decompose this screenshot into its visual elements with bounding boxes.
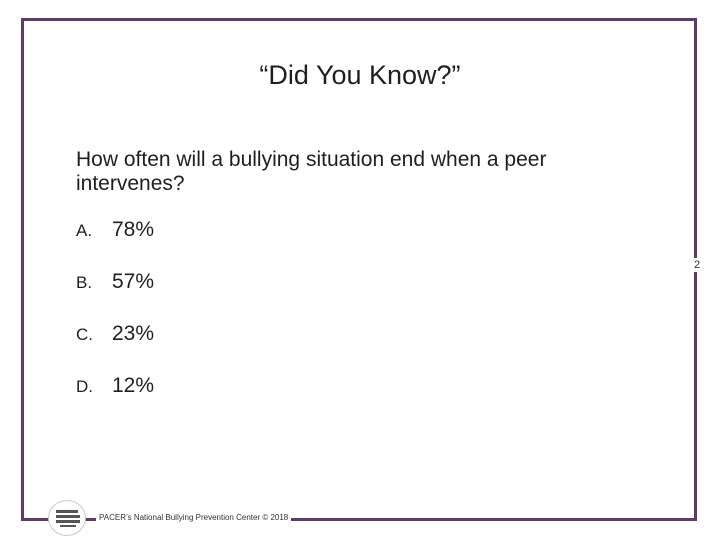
option-letter: D. — [76, 377, 93, 396]
option-letter: C. — [76, 325, 93, 344]
pacer-logo-icon — [48, 500, 86, 536]
option-text: 12% — [112, 374, 155, 397]
option-text: 57% — [112, 270, 155, 293]
option-d: D. 12% — [76, 374, 154, 426]
slide-title: “Did You Know?” — [259, 60, 461, 90]
option-c: C. 23% — [76, 322, 154, 374]
question-text: How often will a bullying situation end … — [76, 148, 547, 195]
option-text: 78% — [112, 218, 155, 241]
slide-number: 2 — [693, 258, 704, 272]
option-a: A. 78% — [76, 218, 154, 270]
footer-credit: PACER’s National Bullying Prevention Cen… — [96, 512, 292, 524]
option-b: B. 57% — [76, 270, 154, 322]
option-text: 23% — [112, 322, 155, 345]
option-letter: B. — [76, 273, 93, 292]
option-letter: A. — [76, 221, 93, 240]
answer-options: A. 78% B. 57% C. 23% D. 12% — [76, 218, 154, 426]
